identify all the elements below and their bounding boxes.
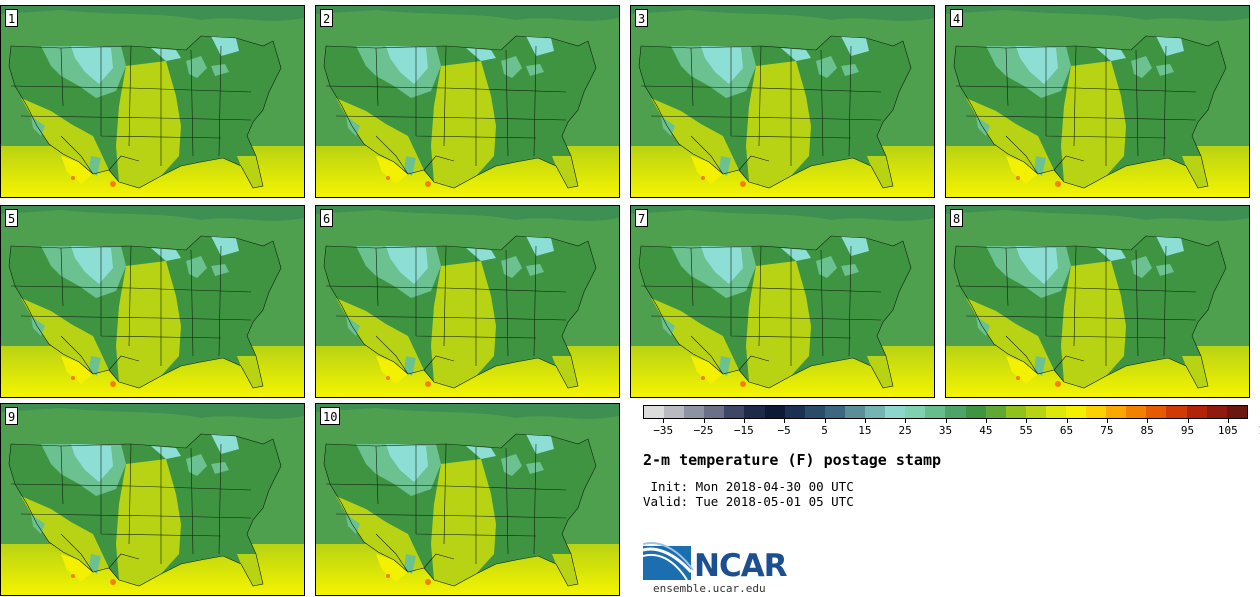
colorbar-tick-label: 45: [979, 424, 993, 437]
colorbar-cell: [1186, 406, 1207, 418]
colorbar-tick-label: −25: [693, 424, 714, 437]
colorbar-tick: [945, 419, 947, 423]
member-map-panel: 10: [315, 403, 620, 596]
colorbar-tick-label: −35: [653, 424, 674, 437]
colorbar-cell: [724, 406, 745, 418]
member-number-label: 5: [5, 209, 19, 227]
colorbar-tick-label: 95: [1180, 424, 1195, 437]
colorbar-cell: [925, 406, 946, 418]
member-number-label: 8: [950, 209, 964, 227]
colorbar-tick-label: −5: [777, 424, 791, 437]
colorbar-cell: [704, 406, 725, 418]
init-time: Init: Mon 2018-04-30 00 UTC: [643, 479, 854, 494]
member-number-label: 3: [635, 9, 649, 27]
member-map-panel: 4: [945, 5, 1250, 198]
colorbar-tick-label: 75: [1100, 424, 1114, 437]
colorbar-cell: [1106, 406, 1127, 418]
colorbar-tick: [1026, 419, 1028, 423]
member-number-label: 1: [5, 9, 19, 27]
colorbar-tick-label: 55: [1019, 424, 1033, 437]
colorbar-tick-label: 25: [898, 424, 912, 437]
member-map-panel: 9: [0, 403, 305, 596]
colorbar-cell: [684, 406, 705, 418]
member-map-panel: 6: [315, 205, 620, 398]
colorbar-tick: [905, 419, 907, 423]
colorbar-cell: [1005, 406, 1026, 418]
member-map-panel: 1: [0, 5, 305, 198]
member-number-label: 4: [950, 9, 964, 27]
ncar-logo-icon: [643, 542, 694, 581]
colorbar-cell: [985, 406, 1006, 418]
member-number-label: 10: [320, 407, 341, 425]
colorbar-cell: [804, 406, 825, 418]
valid-time: Valid: Tue 2018-05-01 05 UTC: [643, 494, 854, 509]
colorbar-cell: [824, 406, 845, 418]
colorbar-tick-label: 85: [1140, 424, 1154, 437]
colorbar-cell: [1166, 406, 1187, 418]
member-number-label: 6: [320, 209, 334, 227]
colorbar-tick-label: 15: [858, 424, 872, 437]
colorbar-cell: [885, 406, 906, 418]
member-number-label: 2: [320, 9, 334, 27]
website-url: ensemble.ucar.edu: [653, 582, 766, 595]
colorbar-tick-label: 35: [938, 424, 953, 437]
colorbar-tick: [1227, 419, 1229, 423]
colorbar-cell: [844, 406, 866, 418]
member-map-panel: 2: [315, 5, 620, 198]
colorbar-tick: [1066, 419, 1068, 423]
colorbar-tick-label: 65: [1059, 424, 1074, 437]
colorbar-tick-label: 115: [1258, 424, 1260, 437]
colorbar-tick: [784, 419, 786, 423]
colorbar-tick: [864, 419, 866, 423]
ncar-logo-text: NCAR: [694, 548, 788, 584]
colorbar-tick: [1106, 419, 1108, 423]
colorbar-cell: [764, 406, 785, 418]
colorbar-cell: [965, 406, 986, 418]
colorbar-cell: [784, 406, 805, 418]
colorbar-tick-label: −15: [733, 424, 754, 437]
colorbar-cell: [945, 406, 966, 418]
member-map-panel: 5: [0, 205, 305, 398]
member-map-panel: 8: [945, 205, 1250, 398]
member-map-panel: 7: [630, 205, 935, 398]
colorbar-cell: [1045, 406, 1066, 418]
member-map-panel: 3: [630, 5, 935, 198]
colorbar-tick: [824, 419, 826, 423]
colorbar-cell: [1206, 406, 1227, 418]
colorbar-ticks: −35 −25 −15 −5 5 15 25 35 45 55 65 75 85 95 105 115: [643, 419, 1260, 439]
colorbar-cell: [1025, 406, 1046, 418]
colorbar-cell: [1146, 406, 1167, 418]
colorbar: [643, 405, 1248, 419]
colorbar-cell: [664, 406, 685, 418]
colorbar-tick: [743, 419, 745, 423]
colorbar-cell: [1226, 406, 1247, 418]
member-number-label: 9: [5, 407, 19, 425]
colorbar-cell: [744, 406, 765, 418]
colorbar-cell: [1065, 406, 1087, 418]
colorbar-tick: [663, 419, 665, 423]
colorbar-tick-label: 105: [1217, 424, 1238, 437]
colorbar-tick: [985, 419, 987, 423]
figure-title: 2-m temperature (F) postage stamp: [643, 451, 942, 469]
colorbar-tick: [1147, 419, 1149, 423]
colorbar-tick-label: 5: [821, 424, 828, 437]
colorbar-tick: [703, 419, 705, 423]
member-number-label: 7: [635, 209, 649, 227]
colorbar-cell: [905, 406, 926, 418]
colorbar-cell: [1086, 406, 1107, 418]
colorbar-cell: [865, 406, 886, 418]
colorbar-tick: [1187, 419, 1189, 423]
colorbar-cell: [1126, 406, 1147, 418]
colorbar-cell: [644, 406, 665, 418]
